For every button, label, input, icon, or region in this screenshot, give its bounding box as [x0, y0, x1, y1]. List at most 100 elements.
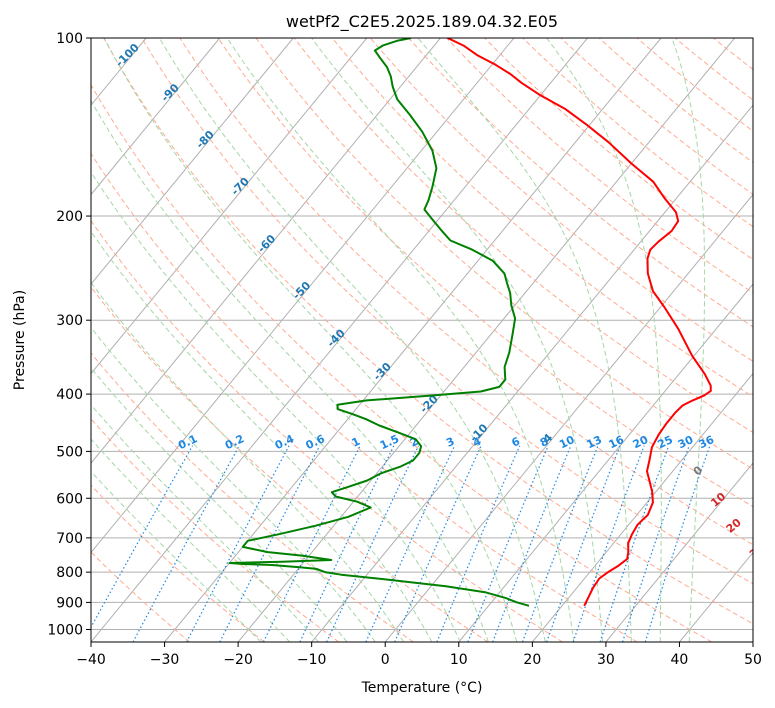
x-axis-label: Temperature (°C) [361, 680, 483, 696]
dry-adiabat-line [91, 484, 265, 642]
y-tick-label: 1000 [47, 622, 83, 638]
isotherm-line [311, 104, 753, 642]
mixing-ratio-label: 6 [510, 435, 523, 450]
mixing-ratio-label: 0.4 [273, 432, 296, 452]
isotherm-line [91, 38, 441, 464]
moist-adiabat-label: -70 [229, 175, 252, 198]
mixing-ratio-label: 16 [607, 433, 627, 451]
isotherm-line [0, 38, 73, 642]
moist-adiabat-label: -10 [467, 421, 490, 444]
dry-adiabat-label: 0 [691, 463, 705, 478]
dry-adiabat-line [91, 84, 713, 642]
isotherm-line [752, 641, 753, 642]
isotherm-line [384, 193, 753, 642]
mixing-ratio-line [132, 445, 240, 642]
mixing-ratio-label: 1.5 [378, 432, 401, 452]
moist-adiabat-line [91, 404, 319, 642]
y-tick-label: 300 [56, 313, 83, 329]
isotherm-line [531, 372, 753, 642]
y-tick-label: 500 [56, 444, 83, 460]
y-axis-label: Pressure (hPa) [12, 290, 28, 390]
dry-adiabat-line [598, 38, 753, 164]
mixing-ratio-line [394, 445, 482, 642]
moist-adiabat-line [671, 38, 706, 642]
mixing-ratio-line [299, 445, 395, 642]
x-tick-label: −30 [150, 652, 180, 668]
mixing-ratio-label: 3 [444, 435, 456, 450]
moist-adiabat-line [311, 38, 604, 642]
mixing-ratio-label: 25 [656, 433, 675, 451]
mixing-ratio-line [219, 445, 321, 642]
mixing-ratio-line [326, 445, 420, 642]
isotherm-line [458, 283, 753, 642]
isotherm-line [605, 462, 753, 642]
y-tick-label: 100 [56, 31, 83, 47]
dry-adiabat-line [370, 38, 753, 362]
x-tick-label: 40 [671, 652, 689, 668]
mixing-ratio-line [186, 445, 290, 642]
temperature-line [447, 38, 712, 607]
x-tick-label: 50 [744, 652, 762, 668]
mixing-ratio-label: 0.1 [176, 432, 199, 452]
mixing-ratio-line [521, 445, 599, 642]
mixing-ratio-label: 1 [350, 435, 362, 450]
dry-adiabat-line [674, 38, 753, 101]
moist-adiabat-line [91, 281, 405, 642]
dry-adiabat-line [91, 418, 340, 642]
x-tick-label: −40 [76, 652, 106, 668]
moist-adiabat-line [91, 99, 489, 642]
y-tick-label: 900 [56, 595, 83, 611]
plot-frame [90, 37, 754, 643]
isotherm-line [237, 38, 735, 642]
chart-title: wetPf2_C2E5.2025.189.04.32.E05 [286, 12, 558, 32]
isotherm-line [91, 38, 368, 375]
mixing-ratio-line [262, 445, 361, 642]
x-tick-label: 0 [381, 652, 390, 668]
mixing-ratio-label: 36 [697, 433, 717, 451]
dry-adiabat-line [293, 38, 753, 434]
dry-adiabat-line [141, 38, 753, 585]
dry-adiabat-line [255, 38, 753, 470]
background-lines [0, 38, 753, 642]
moist-adiabat-label: -90 [159, 81, 182, 104]
y-tick-label: 400 [56, 387, 83, 403]
moist-adiabat-line [91, 326, 376, 642]
mixing-ratio-line [572, 445, 645, 642]
dry-adiabat-line [91, 152, 638, 642]
mixing-ratio-line [546, 445, 621, 642]
mixing-ratio-label: 30 [676, 433, 696, 451]
moist-adiabat-line [546, 38, 662, 642]
moist-adiabat-line [158, 38, 546, 642]
moist-adiabat-line [226, 38, 575, 642]
moist-adiabat-line [417, 38, 632, 642]
mixing-ratio-label: 10 [557, 433, 577, 451]
x-axis: −40 −30 −20 −10 0 10 20 30 40 50 [76, 642, 762, 668]
isotherm-line [91, 38, 221, 196]
mixing-ratio-line [622, 445, 690, 642]
dry-adiabat-label: 10 [708, 490, 728, 510]
mixing-ratio-label: 20 [631, 433, 651, 451]
mixing-ratio-label: 0.2 [223, 432, 246, 452]
mixing-ratio-line [467, 445, 549, 642]
y-tick-label: 200 [56, 209, 83, 225]
x-tick-label: −20 [223, 652, 253, 668]
x-tick-label: 20 [523, 652, 541, 668]
isotherm-line [91, 38, 588, 642]
dry-adiabat-line [522, 38, 753, 228]
moist-adiabat-line [91, 470, 262, 642]
isotherm-line [91, 38, 515, 554]
moist-adiabat-line [91, 367, 348, 642]
data-series [228, 38, 712, 607]
x-tick-label: −10 [297, 652, 327, 668]
mixing-ratio-line [492, 445, 572, 642]
dry-adiabat-label: 40 [766, 572, 775, 592]
mixing-ratio-line [644, 445, 711, 642]
dry-adiabat-line [636, 38, 753, 132]
mixing-ratio-line [91, 445, 194, 629]
moist-adiabat-label: -80 [194, 128, 217, 151]
y-tick-label: 800 [56, 565, 83, 581]
dry-adiabat-line [712, 38, 753, 71]
dry-adiabat-line [91, 286, 489, 642]
dry-adiabat-label: 30 [747, 541, 767, 561]
